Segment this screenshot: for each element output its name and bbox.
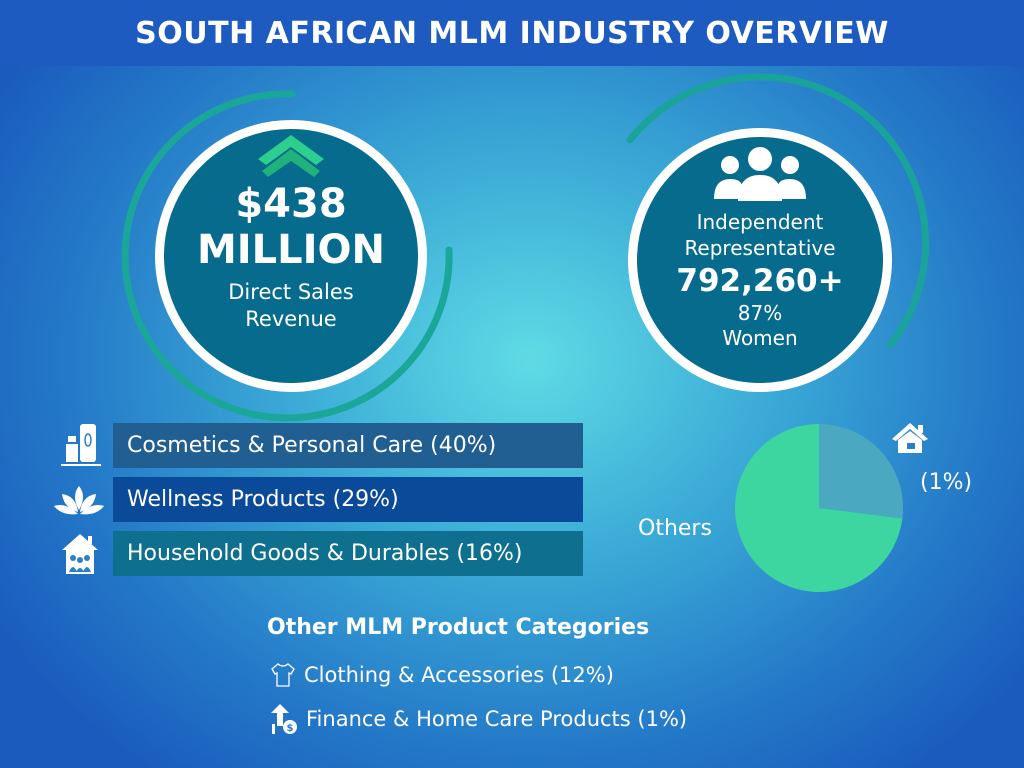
revenue-label-1: Direct Sales [228, 280, 354, 304]
representatives-label-2: Representative [684, 236, 836, 260]
category-bar-cosmetics: Cosmetics & Personal Care (40%) [113, 423, 583, 468]
people-group-icon [714, 147, 806, 201]
representatives-count: 792,260+ [676, 263, 844, 299]
representatives-arc [626, 73, 929, 349]
revenue-amount: $438 [235, 181, 347, 227]
pie-chart [735, 424, 903, 592]
women-percent: 87% [737, 301, 783, 325]
header: SOUTH AFRICAN MLM INDUSTRY OVERVIEW [0, 0, 1024, 66]
family-house-icon [62, 534, 98, 574]
other-category-label: Finance & Home Care Products (1%) [306, 707, 688, 731]
pie-slice-1 [735, 424, 903, 592]
pie-label-small-slice: (1%) [920, 470, 973, 495]
other-categories-title: Other MLM Product Categories [267, 615, 650, 640]
lotus-icon [54, 486, 104, 515]
revenue-arc [121, 90, 453, 422]
other-category-item: $ Finance & Home Care Products (1%) [270, 704, 687, 734]
revenue-circle: $438 MILLION Direct Sales Revenue [155, 120, 427, 392]
revenue-unit: MILLION [196, 227, 386, 273]
other-category-item: Clothing & Accessories (12%) [270, 662, 614, 688]
category-label: Household Goods & Durables (16%) [127, 541, 523, 566]
category-bar-household: Household Goods & Durables (16%) [113, 531, 583, 576]
pie-slice-0 [819, 424, 903, 519]
representatives-circle: Independent Representative 792,260+ 87% … [628, 128, 892, 392]
revenue-label-2: Revenue [245, 307, 337, 331]
tshirt-icon [271, 663, 295, 687]
page-title: SOUTH AFRICAN MLM INDUSTRY OVERVIEW [135, 15, 889, 51]
category-label: Wellness Products (29%) [127, 487, 399, 512]
category-bar-wellness: Wellness Products (29%) [113, 477, 583, 522]
category-label: Cosmetics & Personal Care (40%) [127, 433, 497, 458]
other-category-label: Clothing & Accessories (12%) [304, 663, 614, 687]
representatives-label-1: Independent [696, 210, 824, 234]
pie-label-others: Others [638, 516, 712, 541]
cosmetics-icon [61, 424, 101, 466]
svg-text:$: $ [287, 723, 294, 734]
finance-growth-icon: $ [271, 704, 297, 734]
double-chevron-up-icon [258, 135, 324, 177]
women-label: Women [722, 326, 798, 350]
house-icon [892, 423, 928, 453]
